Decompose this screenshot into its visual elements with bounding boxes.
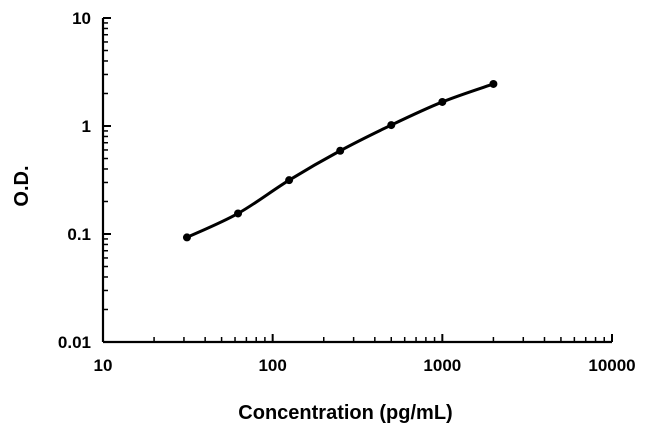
- data-point: [489, 79, 498, 88]
- x-axis-title: Concentration (pg/mL): [238, 402, 452, 424]
- x-tick-label: 1000: [423, 356, 461, 375]
- x-tick-label: 10000: [588, 356, 635, 375]
- data-point: [438, 97, 447, 106]
- series: [182, 79, 498, 242]
- x-tick-label: 100: [258, 356, 286, 375]
- data-point: [182, 233, 191, 242]
- ticks: 10 100 1000 10000 0.01 0.1 1 10: [58, 9, 636, 375]
- data-point: [387, 121, 396, 130]
- data-point: [336, 146, 345, 155]
- data-point: [285, 176, 294, 185]
- standard-curve-line: [185, 82, 495, 239]
- axes: [101, 18, 612, 344]
- y-tick-label: 1: [82, 117, 91, 136]
- data-point: [234, 209, 243, 218]
- y-tick-label: 10: [72, 9, 91, 28]
- y-tick-label: 0.01: [58, 333, 91, 352]
- y-axis-title: O.D.: [11, 165, 33, 206]
- y-tick-label: 0.1: [67, 225, 91, 244]
- x-tick-label: 10: [94, 356, 113, 375]
